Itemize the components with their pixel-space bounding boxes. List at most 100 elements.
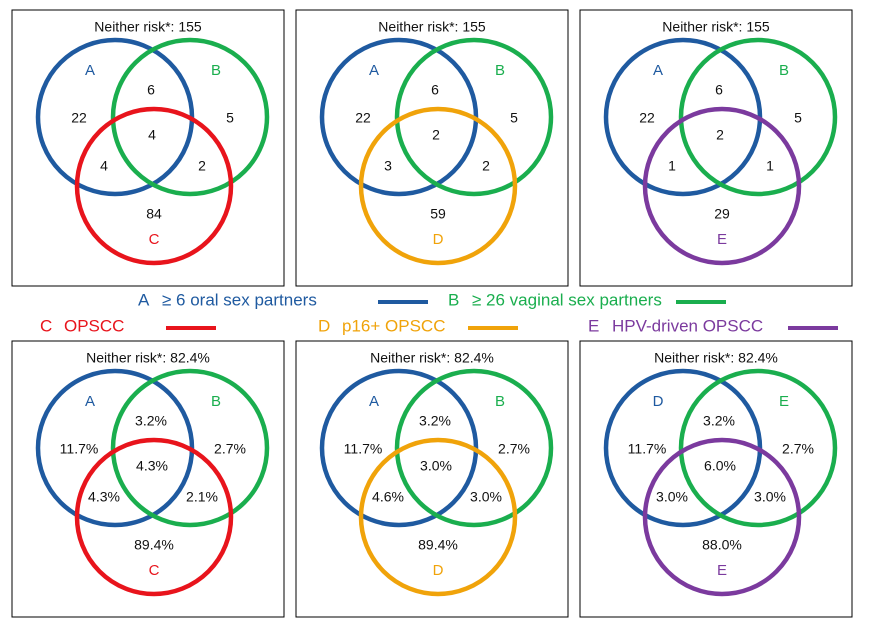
region-value-ab: 3.2% (703, 413, 735, 429)
legend-letter: C (40, 316, 52, 335)
legend-text: ≥ 6 oral sex partners (162, 290, 317, 309)
set-circle-2 (110, 368, 270, 528)
region-value-b-only: 5 (226, 110, 234, 126)
venn-panel-1: Neither risk*: 155 A B C 22 6 5 4 4 2 84 (11, 9, 285, 287)
legend-text: HPV-driven OPSCC (612, 316, 763, 335)
legend-item-a: A ≥ 6 oral sex partners (138, 290, 428, 309)
legend-letter: D (318, 316, 330, 335)
region-value-a-only: 11.7% (60, 441, 99, 457)
set-label-1: A (85, 62, 95, 79)
set-circle-2 (394, 37, 554, 197)
set-label-2: B (495, 393, 505, 410)
region-value-abc: 3.0% (420, 458, 452, 474)
region-value-ab: 6 (431, 82, 439, 98)
venn-panel-5: Neither risk*: 82.4% A B D 11.7% 3.2% 2.7% 3.0%… (295, 340, 569, 618)
region-value-ac: 4.3% (88, 489, 120, 505)
region-value-b-only: 2.7% (498, 441, 530, 457)
region-value-a-only: 11.7% (628, 441, 667, 457)
region-value-abc: 2 (432, 127, 440, 143)
region-value-ab: 3.2% (135, 413, 167, 429)
panel-title: Neither risk*: 155 (94, 19, 202, 35)
set-label-1: D (653, 393, 664, 410)
set-label-3: D (433, 562, 444, 579)
legend-item-e: E HPV-driven OPSCC (588, 316, 838, 335)
panel-title: Neither risk*: 82.4% (654, 350, 778, 366)
set-circle-3 (642, 437, 802, 597)
region-value-abc: 4 (148, 127, 156, 143)
venn-panel-6: Neither risk*: 82.4% D E E 11.7% 3.2% 2.7% 6.0%… (579, 340, 853, 618)
set-circle-3 (74, 437, 234, 597)
set-circle-2 (678, 368, 838, 528)
region-value-bc: 2 (482, 158, 490, 174)
set-circle-2 (110, 37, 270, 197)
set-circle-3 (358, 106, 518, 266)
legend-item-c: C OPSCC (40, 316, 216, 335)
set-circle-3 (74, 106, 234, 266)
region-value-abc: 2 (716, 127, 724, 143)
legend-text: OPSCC (64, 316, 124, 335)
legend-text: p16+ OPSCC (342, 316, 445, 335)
set-label-3: D (433, 231, 444, 248)
region-value-ac: 3 (384, 158, 392, 174)
venn-panel-3: Neither risk*: 155 A B E 22 6 5 2 1 1 29 (579, 9, 853, 287)
region-value-ac: 1 (668, 158, 676, 174)
set-label-3: E (717, 231, 727, 248)
set-label-2: B (779, 62, 789, 79)
set-label-2: B (495, 62, 505, 79)
region-value-a-only: 22 (639, 110, 655, 126)
panel-frame (11, 340, 285, 618)
region-value-ab: 6 (147, 82, 155, 98)
set-label-2: E (779, 393, 789, 410)
set-circle-2 (678, 37, 838, 197)
region-value-ac: 3.0% (656, 489, 688, 505)
legend: A ≥ 6 oral sex partners B ≥ 26 vaginal sex … (40, 290, 838, 335)
region-value-ab: 6 (715, 82, 723, 98)
panel-frame (579, 340, 853, 618)
set-label-2: B (211, 393, 221, 410)
region-value-bc: 3.0% (470, 489, 502, 505)
region-value-c-only: 59 (430, 206, 446, 222)
panel-frame (295, 9, 569, 287)
set-label-1: A (85, 393, 95, 410)
set-circle-3 (358, 437, 518, 597)
panel-title: Neither risk*: 82.4% (86, 350, 210, 366)
region-value-c-only: 29 (714, 206, 730, 222)
set-label-1: A (369, 62, 379, 79)
set-label-2: B (211, 62, 221, 79)
legend-letter: B (448, 290, 459, 309)
region-value-c-only: 89.4% (418, 537, 458, 553)
legend-letter: A (138, 290, 150, 309)
set-circle-3 (642, 106, 802, 266)
set-label-1: A (653, 62, 663, 79)
set-circle-2 (394, 368, 554, 528)
region-value-ab: 3.2% (419, 413, 451, 429)
set-label-3: E (717, 562, 727, 579)
panel-frame (295, 340, 569, 618)
venn-panel-2: Neither risk*: 155 A B D 22 6 5 2 3 2 59 (295, 9, 569, 287)
region-value-c-only: 89.4% (134, 537, 174, 553)
panel-frame (579, 9, 853, 287)
region-value-bc: 1 (766, 158, 774, 174)
panel-title: Neither risk*: 155 (378, 19, 486, 35)
panel-frame (11, 9, 285, 287)
region-value-b-only: 5 (794, 110, 802, 126)
region-value-bc: 3.0% (754, 489, 786, 505)
region-value-bc: 2.1% (186, 489, 218, 505)
region-value-c-only: 84 (146, 206, 162, 222)
region-value-b-only: 5 (510, 110, 518, 126)
region-value-bc: 2 (198, 158, 206, 174)
legend-text: ≥ 26 vaginal sex partners (472, 290, 662, 309)
region-value-b-only: 2.7% (782, 441, 814, 457)
legend-item-b: B ≥ 26 vaginal sex partners (448, 290, 726, 309)
region-value-abc: 6.0% (704, 458, 736, 474)
region-value-b-only: 2.7% (214, 441, 246, 457)
panel-title: Neither risk*: 82.4% (370, 350, 494, 366)
panel-title: Neither risk*: 155 (662, 19, 770, 35)
region-value-a-only: 22 (355, 110, 371, 126)
region-value-a-only: 11.7% (344, 441, 383, 457)
region-value-c-only: 88.0% (702, 537, 742, 553)
region-value-abc: 4.3% (136, 458, 168, 474)
region-value-ac: 4 (100, 158, 108, 174)
venn-panel-4: Neither risk*: 82.4% A B C 11.7% 3.2% 2.7% 4.3%… (11, 340, 285, 618)
